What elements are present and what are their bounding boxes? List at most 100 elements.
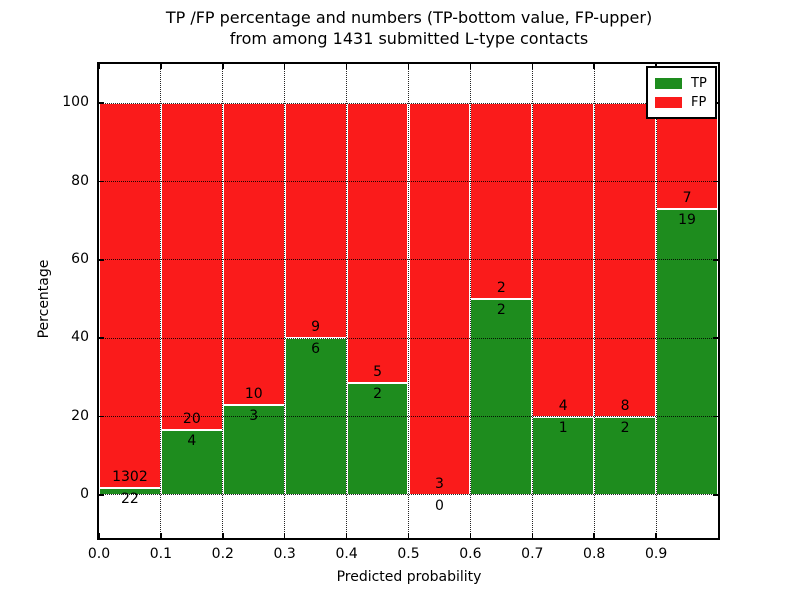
x-tick-mark — [345, 64, 348, 69]
legend: TP FP — [646, 66, 717, 119]
legend-row: FP — [655, 94, 708, 111]
bar-segment-tp — [160, 429, 223, 495]
x-tick-label: 0.2 — [211, 546, 234, 562]
tp-count-label: 1 — [558, 419, 568, 436]
fp-count-label: 1302 — [112, 469, 148, 486]
bar-segment-fp — [470, 103, 533, 300]
x-tick-mark — [407, 533, 410, 538]
y-tick-mark — [99, 102, 104, 104]
x-axis-label: Predicted probability — [336, 569, 482, 585]
bar-segment-tp — [656, 208, 718, 495]
bar-segment-fp — [99, 103, 161, 489]
x-tick-mark — [283, 533, 286, 538]
x-tick-label: 0.5 — [397, 546, 420, 562]
x-tick-mark — [222, 533, 224, 538]
plot-area — [97, 62, 720, 540]
fp-count-label: 4 — [558, 397, 568, 414]
x-tick-label: 0.8 — [583, 546, 606, 562]
y-tick-label: 60 — [71, 250, 89, 267]
x-tick-mark — [593, 64, 595, 69]
bar-segment-fp — [346, 103, 409, 383]
y-tick-mark — [713, 259, 718, 261]
y-tick-label: 40 — [71, 329, 89, 346]
gridline-vertical — [222, 64, 224, 538]
fp-count-label: 20 — [182, 410, 201, 427]
bar-segment-tp — [470, 299, 533, 495]
x-tick-label: 0.3 — [273, 546, 296, 562]
tp-count-label: 4 — [187, 432, 197, 449]
tp-count-label: 19 — [678, 211, 696, 228]
chart-title-line2: from among 1431 submitted L-type contact… — [229, 29, 589, 48]
x-tick-mark — [99, 64, 100, 69]
bar-segment-fp — [284, 103, 347, 339]
tp-count-label: 2 — [496, 302, 506, 319]
gridline-vertical — [655, 64, 657, 538]
x-tick-mark — [160, 64, 162, 69]
x-tick-label: 0.6 — [459, 546, 482, 562]
fp-count-label: 9 — [311, 319, 321, 336]
gridline-vertical — [284, 64, 286, 538]
fp-count-label: 8 — [620, 397, 630, 414]
y-tick-mark — [713, 180, 718, 183]
x-tick-mark — [655, 533, 657, 538]
x-tick-label: 0.9 — [644, 546, 668, 562]
bar-segment-tp — [346, 382, 409, 495]
y-tick-label: 20 — [71, 407, 89, 424]
tp-count-label: 3 — [249, 407, 259, 424]
x-tick-mark — [345, 533, 348, 538]
fp-count-label: 5 — [373, 363, 383, 380]
y-tick-label: 0 — [80, 485, 89, 502]
x-tick-mark — [469, 533, 472, 538]
legend-label-fp: FP — [691, 95, 707, 110]
y-tick-mark — [99, 415, 104, 418]
gridline-vertical — [469, 64, 471, 538]
x-tick-label: 0.0 — [87, 546, 111, 562]
bar-segment-tp — [594, 416, 657, 495]
x-tick-mark — [469, 64, 472, 69]
tp-count-label: 22 — [121, 491, 139, 508]
x-tick-label: 0.4 — [335, 546, 358, 562]
y-tick-mark — [99, 494, 104, 496]
plot-inner — [99, 64, 718, 538]
y-axis-label: Percentage — [36, 259, 52, 339]
gridline-vertical — [408, 64, 409, 538]
tp-count-label: 2 — [620, 419, 630, 436]
bar-segment-fp — [408, 103, 471, 495]
bar-segment-fp — [656, 103, 718, 209]
y-tick-label: 80 — [71, 172, 89, 189]
y-tick-mark — [713, 337, 718, 339]
legend-swatch-tp — [655, 78, 682, 89]
y-tick-mark — [99, 337, 104, 339]
x-tick-mark — [99, 533, 100, 538]
x-tick-label: 0.1 — [149, 546, 173, 562]
fp-count-label: 10 — [244, 385, 263, 402]
fp-count-label: 3 — [434, 475, 444, 492]
x-tick-mark — [160, 533, 162, 538]
y-tick-mark — [713, 494, 718, 496]
tp-count-label: 0 — [434, 497, 444, 514]
x-tick-mark — [593, 533, 595, 538]
legend-swatch-fp — [655, 97, 682, 108]
gridline-vertical — [346, 64, 348, 538]
x-tick-mark — [222, 64, 224, 69]
x-tick-mark — [283, 64, 286, 69]
chart-title-line1: TP /FP percentage and numbers (TP-bottom… — [165, 8, 653, 27]
y-tick-mark — [99, 259, 104, 261]
gridline-vertical — [160, 64, 162, 538]
gridline-vertical — [531, 64, 533, 538]
bar-segment-fp — [160, 103, 223, 430]
legend-label-tp: TP — [691, 76, 707, 91]
tp-count-label: 6 — [311, 341, 321, 358]
x-tick-mark — [531, 64, 534, 69]
x-tick-mark — [531, 533, 534, 538]
tp-count-label: 2 — [373, 385, 383, 402]
fp-count-label: 7 — [682, 189, 692, 206]
y-tick-mark — [713, 415, 718, 418]
fp-count-label: 2 — [496, 280, 506, 297]
y-tick-mark — [99, 180, 104, 183]
bar-segment-fp — [222, 103, 285, 405]
gridline-vertical — [593, 64, 595, 538]
x-tick-mark — [407, 64, 410, 69]
x-tick-label: 0.7 — [521, 546, 544, 562]
